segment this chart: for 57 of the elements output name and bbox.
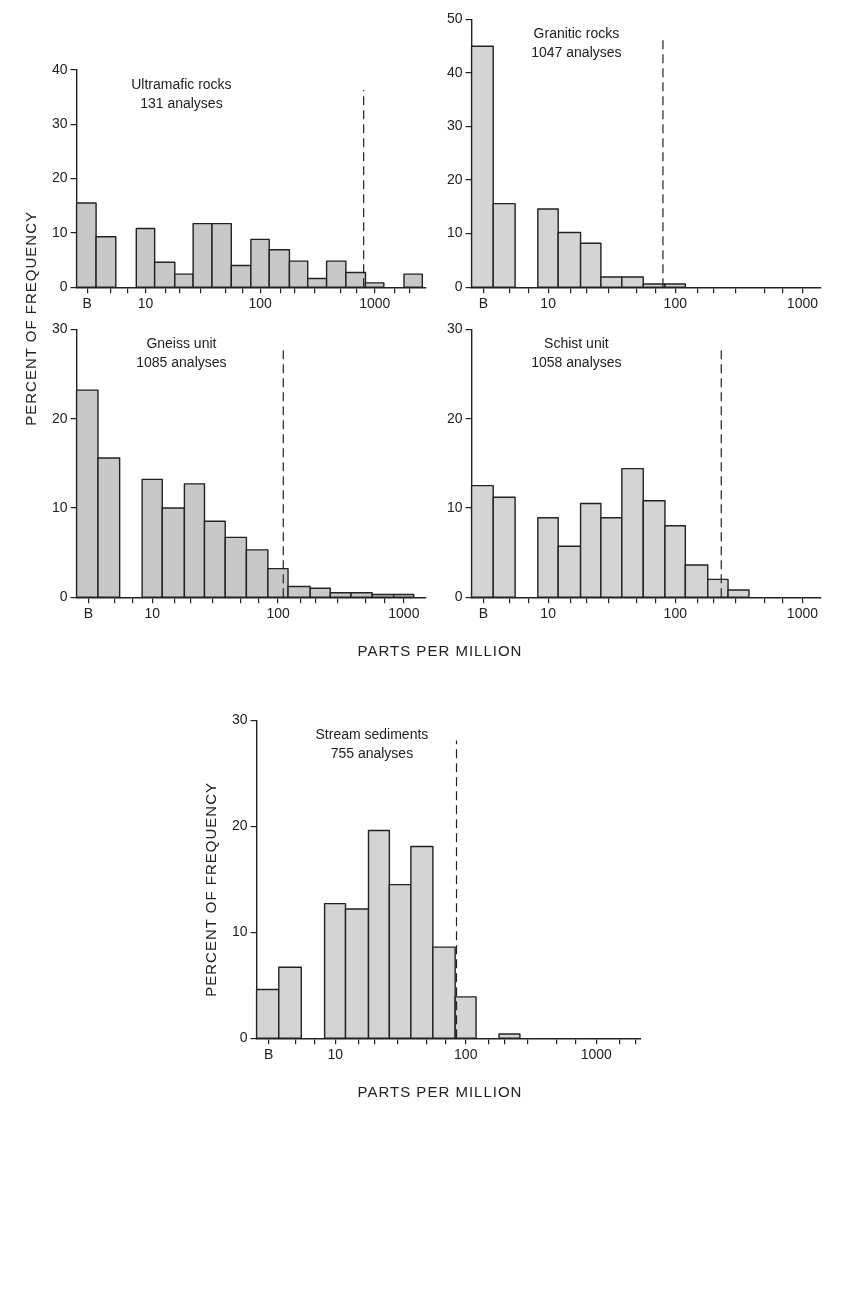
x-tick-label: 1000 — [580, 1046, 613, 1063]
x-tick-label: 100 — [266, 605, 290, 622]
x-tick-label: 1000 — [388, 605, 420, 622]
x-tick-label: 10 — [327, 1046, 344, 1063]
x-tick-label: B — [478, 605, 489, 622]
text: 1085 analyses — [136, 354, 227, 371]
x-tick-label: 1000 — [786, 295, 819, 312]
y-tick-label: 40 — [51, 60, 68, 77]
chart-title: Gneiss unit — [146, 335, 217, 352]
text: Ultramafic rocks — [131, 75, 232, 92]
y-tick-label: 0 — [239, 1029, 248, 1046]
x-tick-label: 100 — [454, 1046, 478, 1063]
x-tick-label: B — [264, 1046, 274, 1063]
x-tick-label: B — [83, 605, 93, 622]
chart-title: Granitic rocks — [533, 25, 620, 42]
y-tick-label: 30 — [446, 320, 463, 337]
text: 755 analyses — [330, 745, 414, 762]
chart-title: Schist unit — [544, 335, 609, 352]
y-axis-title: PERCENT OF FREQUENCY — [21, 210, 39, 426]
y-tick-label: 50 — [446, 10, 463, 27]
y-tick-label: 20 — [446, 170, 463, 187]
x-tick-label: 10 — [144, 605, 161, 622]
y-tick-label: 0 — [454, 588, 463, 605]
x-tick-label: 100 — [663, 295, 688, 312]
x-tick-label: B — [478, 295, 489, 312]
x-tick-label: 1000 — [359, 295, 391, 312]
x-tick-label: B — [82, 295, 92, 312]
y-tick-label: 10 — [51, 498, 68, 515]
x-tick-label: 10 — [540, 605, 557, 622]
y-tick-label: 20 — [51, 409, 68, 426]
x-tick-label: 10 — [540, 295, 557, 312]
y-tick-label: 20 — [51, 169, 68, 186]
x-tick-label: 1000 — [786, 605, 819, 622]
x-axis-title: PARTS PER MILLION — [356, 1083, 523, 1100]
y-tick-label: 0 — [59, 278, 68, 295]
y-tick-label: 30 — [51, 320, 68, 337]
y-tick-label: 10 — [446, 224, 463, 241]
text: 1047 analyses — [531, 44, 622, 61]
y-tick-label: 0 — [454, 278, 463, 295]
x-tick-label: 100 — [663, 605, 688, 622]
y-tick-label: 10 — [231, 923, 248, 940]
text: 1058 analyses — [531, 354, 622, 371]
y-tick-label: 20 — [231, 817, 248, 834]
x-tick-label: 10 — [137, 295, 154, 312]
x-axis-title: PARTS PER MILLION — [356, 642, 523, 659]
y-tick-label: 30 — [231, 711, 248, 728]
y-tick-label: 10 — [51, 223, 68, 240]
chart-title: Stream sediments — [315, 726, 429, 743]
y-tick-label: 30 — [51, 115, 68, 132]
y-tick-label: 30 — [446, 117, 463, 134]
y-tick-label: 10 — [446, 498, 463, 515]
y-tick-label: 20 — [446, 409, 463, 426]
y-tick-label: 0 — [59, 588, 68, 605]
text: 131 analyses — [140, 94, 223, 111]
y-axis-title: PERCENT OF FREQUENCY — [201, 781, 219, 997]
x-tick-label: 100 — [248, 295, 273, 312]
y-tick-label: 40 — [446, 63, 463, 80]
